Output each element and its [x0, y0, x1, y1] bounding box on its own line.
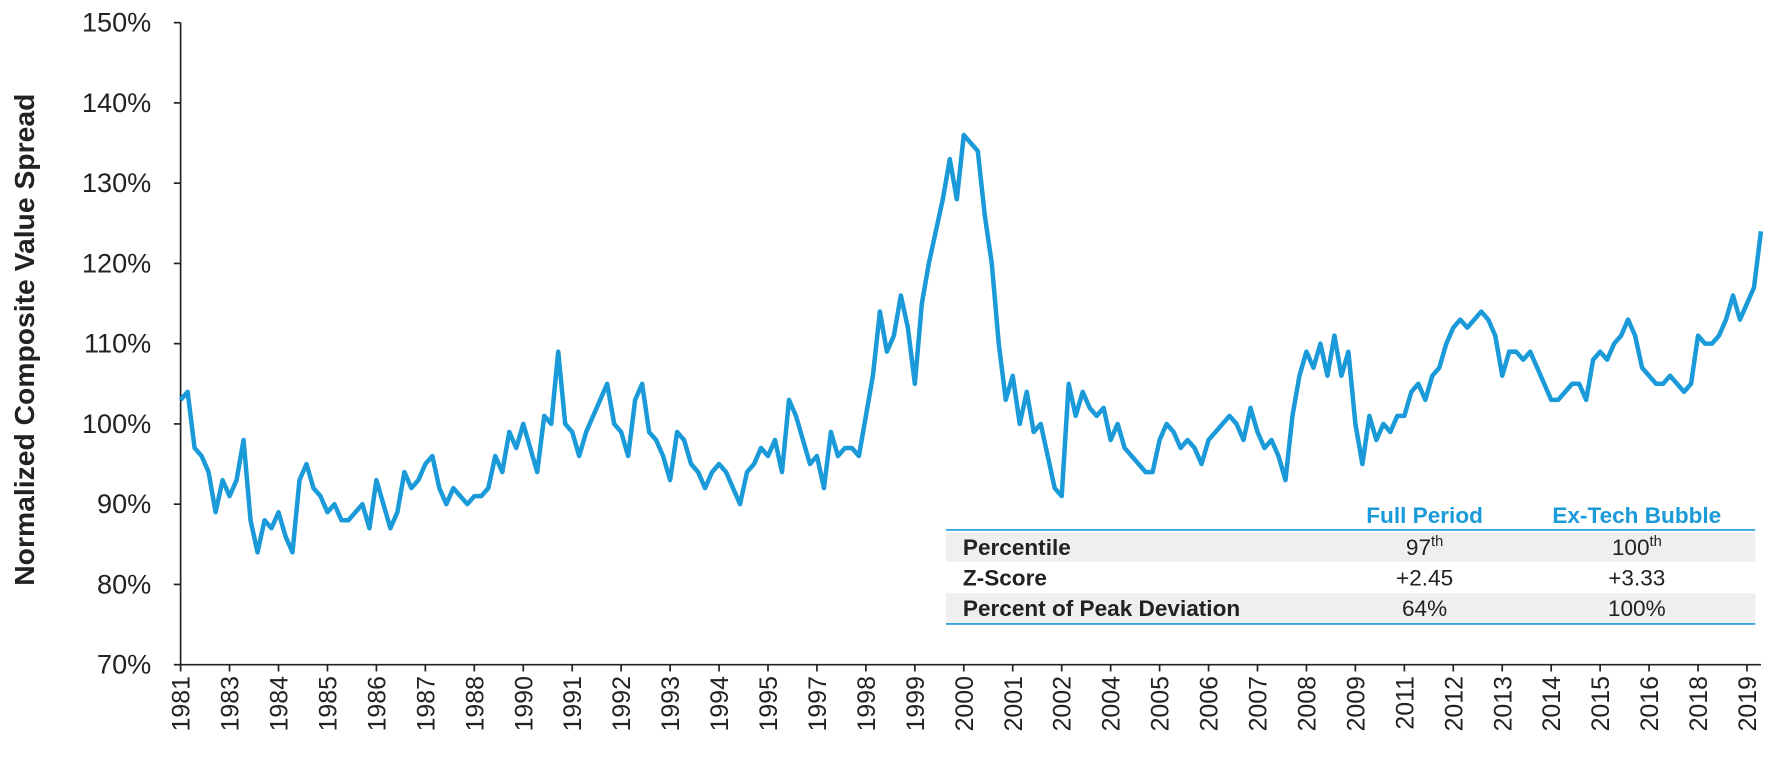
y-tick-label: 70% — [97, 649, 151, 680]
cell-value: 64% — [1402, 596, 1447, 621]
x-tick-label: 2012 — [1440, 676, 1468, 731]
x-tick-label: 2006 — [1196, 676, 1224, 731]
x-tick-label: 2000 — [951, 676, 979, 731]
y-axis-title: Normalized Composite Value Spread — [8, 94, 40, 586]
y-tick-label: 120% — [82, 247, 151, 278]
x-tick-label: 1992 — [608, 676, 636, 731]
cell-value: +3.33 — [1608, 565, 1665, 590]
y-tick-label: 80% — [97, 568, 151, 599]
table-cell: 100% — [1608, 596, 1666, 621]
row-label: Percentile — [963, 535, 1071, 560]
table-cell: +2.45 — [1396, 565, 1453, 590]
cell-value: +2.45 — [1396, 565, 1453, 590]
x-tick-label: 2013 — [1489, 676, 1517, 731]
x-tick-label: 1997 — [804, 676, 832, 731]
x-tick-label: 1981 — [168, 676, 196, 731]
cell-value: 100 — [1612, 535, 1650, 560]
y-tick-label: 110% — [84, 328, 151, 359]
x-tick-label: 2008 — [1294, 676, 1322, 731]
cell-value: 97 — [1406, 535, 1431, 560]
x-tick-label: 2014 — [1538, 676, 1566, 732]
data-line — [178, 132, 1764, 555]
x-tick-label: 1990 — [510, 676, 538, 731]
x-tick-label: 1986 — [363, 676, 391, 731]
cell-value: 100% — [1608, 596, 1666, 621]
x-tick-label: 2011 — [1391, 676, 1419, 730]
x-tick-label: 1991 — [559, 676, 587, 731]
table-cell: 64% — [1402, 596, 1447, 621]
row-band — [945, 532, 1756, 562]
x-tick-label: 2019 — [1734, 676, 1762, 731]
table-header: Ex-Tech Bubble — [1552, 503, 1721, 528]
x-tick-label: 1995 — [755, 676, 783, 731]
y-tick-label: 150% — [82, 7, 151, 38]
x-tick-label: 2004 — [1098, 676, 1126, 732]
y-tick-label: 100% — [82, 408, 151, 439]
table-cell: 97th — [1406, 534, 1443, 560]
x-tick-label: 2015 — [1587, 676, 1615, 731]
superscript: th — [1650, 534, 1662, 550]
row-label: Z-Score — [963, 565, 1047, 590]
y-tick-label: 130% — [82, 167, 151, 198]
row-band — [945, 593, 1756, 623]
x-tick-label: 1988 — [461, 676, 489, 731]
x-tick-label: 1985 — [315, 676, 343, 731]
x-tick-label: 2009 — [1342, 676, 1370, 731]
x-tick-label: 1984 — [266, 676, 294, 732]
x-tick-label: 1987 — [412, 676, 440, 731]
x-tick-label: 2007 — [1245, 676, 1273, 731]
x-tick-label: 1983 — [217, 676, 245, 731]
row-label: Percent of Peak Deviation — [963, 596, 1240, 621]
superscript: th — [1431, 534, 1443, 550]
x-tick-label: 1998 — [853, 676, 881, 731]
x-tick-label: 1994 — [706, 676, 734, 732]
x-tick-label: 1993 — [657, 676, 685, 731]
x-tick-label: 2002 — [1049, 676, 1077, 731]
x-tick-label: 2016 — [1636, 676, 1664, 731]
table-header: Full Period — [1366, 503, 1483, 528]
x-tick-label: 2001 — [1000, 676, 1028, 731]
table-cell: 100th — [1612, 534, 1662, 560]
table-cell: +3.33 — [1608, 565, 1665, 590]
x-tick-label: 1999 — [902, 676, 930, 731]
y-tick-label: 140% — [82, 87, 151, 118]
x-tick-label: 2018 — [1685, 676, 1713, 731]
x-tick-label: 2005 — [1147, 676, 1175, 731]
y-tick-label: 90% — [97, 488, 151, 519]
